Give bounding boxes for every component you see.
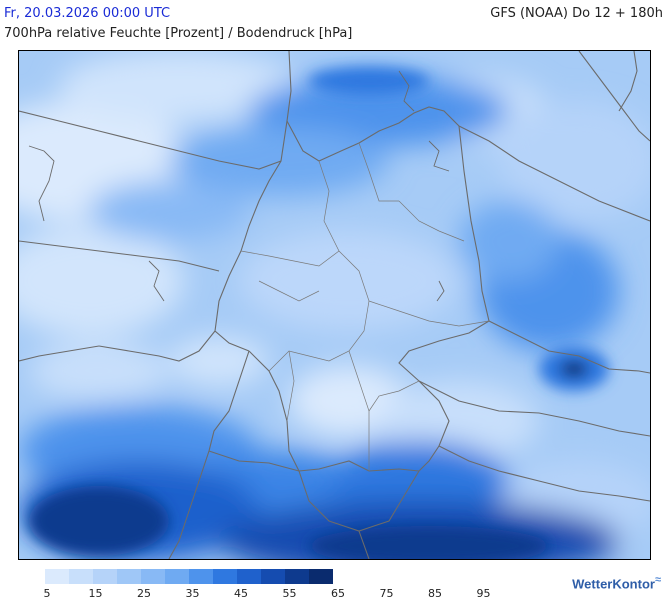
legend-swatch [45, 569, 69, 584]
legend-swatch [189, 569, 213, 584]
legend-swatch [237, 569, 261, 584]
brand-name: WetterKontor [572, 576, 655, 592]
wetterkontor-logo[interactable]: WetterKontor≈ [572, 574, 661, 591]
humidity-map [18, 50, 651, 560]
forecast-date: Fr, 20.03.2026 00:00 UTC [4, 6, 171, 21]
legend-tick-label: 15 [88, 587, 103, 600]
humidity-cores [29, 67, 609, 559]
humidity-patches [19, 51, 650, 559]
legend-swatch [285, 569, 309, 584]
legend-swatch [93, 569, 117, 584]
legend-tick-label: 35 [185, 587, 200, 600]
legend-swatch [309, 569, 333, 584]
color-legend [45, 569, 333, 584]
legend-swatch [261, 569, 285, 584]
legend-tick-label: 5 [43, 587, 51, 600]
brand-mark-icon: ≈ [654, 574, 661, 586]
legend-tick-labels: 5 15 25 35 45 55 65 75 85 95 [43, 587, 535, 601]
legend-tick-label: 65 [331, 587, 345, 600]
legend-tick-label: 25 [137, 587, 151, 600]
legend-tick-label: 45 [234, 587, 248, 600]
country-borders [19, 51, 650, 559]
state-borders [240, 142, 490, 471]
map-title: 700hPa relative Feuchte [Prozent] / Bode… [4, 26, 353, 41]
legend-tick-label: 85 [428, 587, 442, 600]
legend-tick-label: 75 [379, 587, 394, 600]
coastlines [28, 70, 450, 302]
legend-swatch [213, 569, 237, 584]
legend-swatch [141, 569, 165, 584]
legend-swatch [69, 569, 93, 584]
legend-swatch [165, 569, 189, 584]
model-run-label: GFS (NOAA) Do 12 + 180h [490, 6, 663, 21]
legend-tick-label: 55 [282, 587, 297, 600]
legend-tick-label: 95 [476, 587, 491, 600]
humidity-field [19, 51, 650, 559]
legend-swatch [117, 569, 141, 584]
